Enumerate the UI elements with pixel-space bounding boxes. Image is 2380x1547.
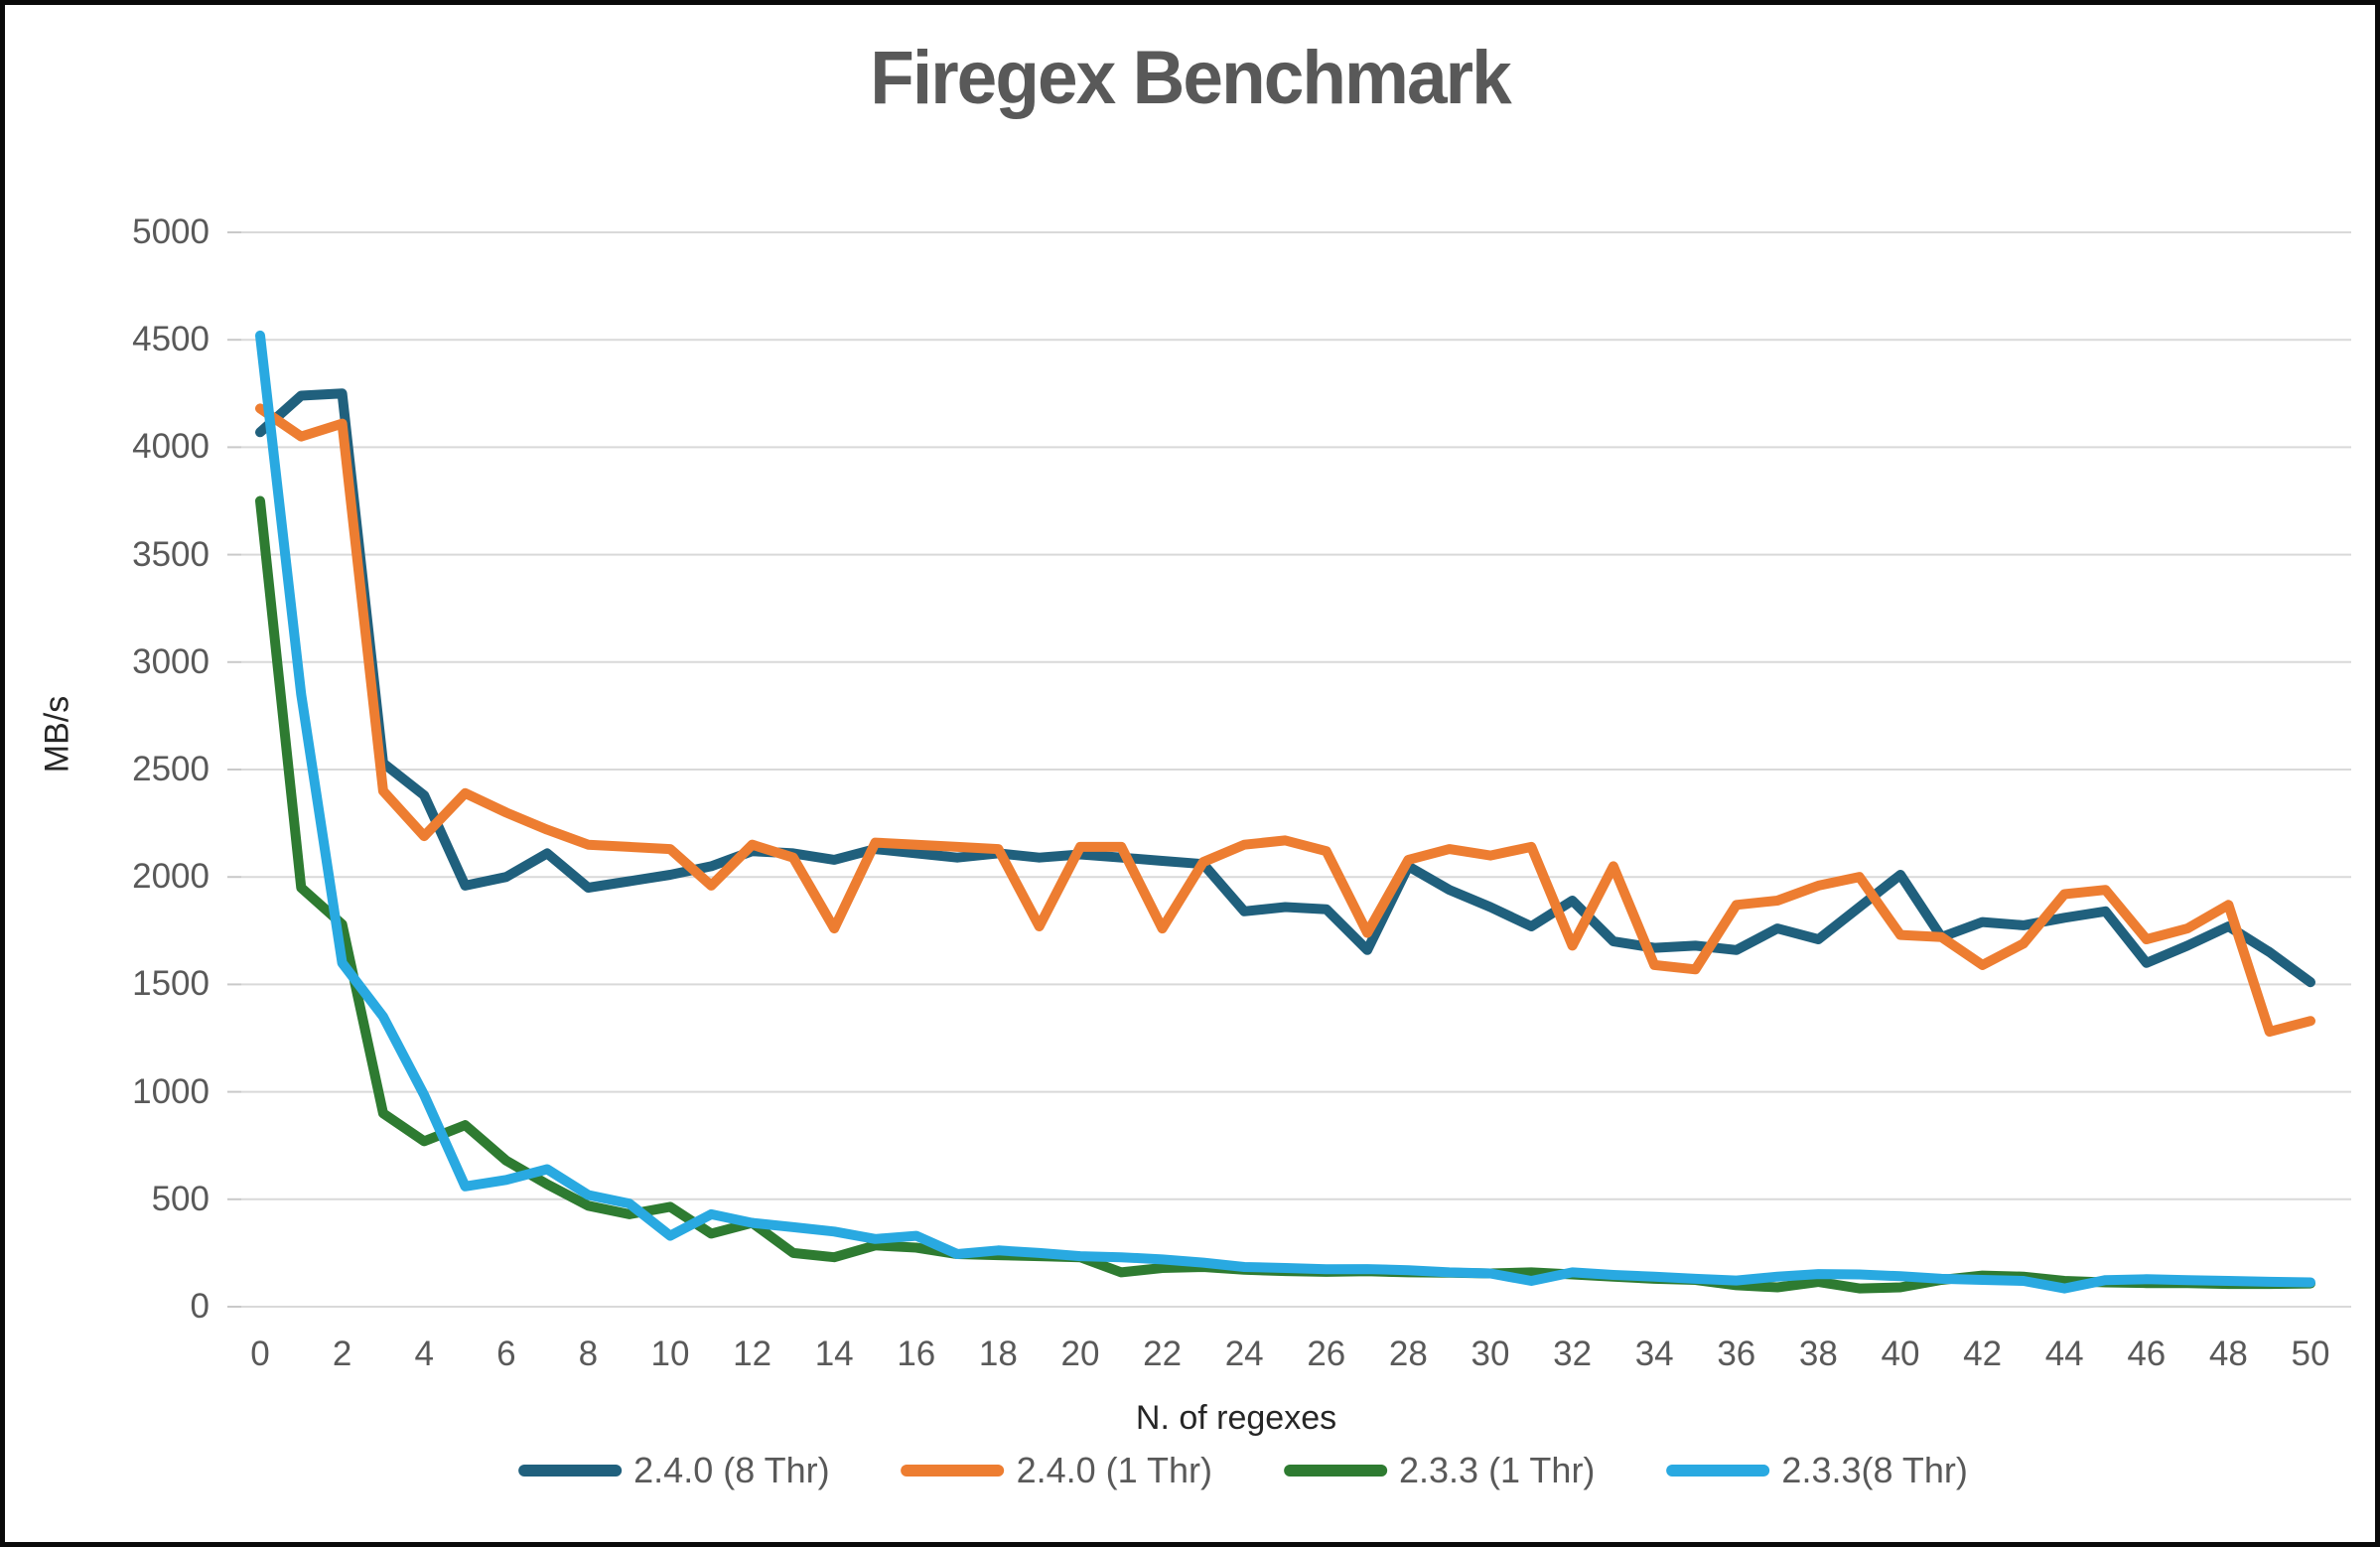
x-tick-label: 48: [2208, 1335, 2248, 1373]
series-line-2-4-0-1-thr: [255, 403, 2315, 1037]
y-tick-label: 500: [151, 1179, 210, 1218]
y-tick-label: 5000: [132, 212, 210, 251]
x-tick-label: 18: [978, 1335, 1018, 1373]
series-lines: [255, 330, 2315, 1294]
x-tick-label: 0: [250, 1335, 270, 1373]
y-axis-title: MB/s: [38, 695, 76, 774]
x-tick-label: 24: [1224, 1335, 1264, 1373]
legend-item-240-1thr: 2.4.0 (1 Thr): [901, 1450, 1212, 1491]
legend-label: 2.3.3 (1 Thr): [1399, 1450, 1596, 1490]
x-tick-label: 28: [1388, 1335, 1428, 1373]
gridlines: [241, 231, 2351, 1308]
x-tick-label: 22: [1143, 1335, 1183, 1373]
y-tick-label: 3500: [132, 534, 210, 574]
series-line-2-3-3-8-thr: [255, 330, 2315, 1294]
x-tick-label: 4: [414, 1335, 434, 1373]
x-tick-label: 40: [1881, 1335, 1920, 1373]
x-tick-label: 14: [814, 1335, 854, 1373]
y-tick-label: 1500: [132, 964, 210, 1004]
legend-label: 2.3.3(8 Thr): [1781, 1450, 1968, 1490]
y-tick-label: 2500: [132, 750, 210, 788]
y-tick-label: 0: [190, 1287, 210, 1326]
y-axis-tick-marks: [227, 231, 241, 1308]
plot-area: [227, 231, 2351, 1308]
x-tick-label: 32: [1553, 1335, 1593, 1373]
legend-label: 2.4.0 (1 Thr): [1016, 1450, 1212, 1490]
y-tick-label: 2000: [132, 857, 210, 897]
x-tick-label: 12: [733, 1335, 772, 1373]
series-line-2-3-3-1-thr: [255, 495, 2315, 1294]
legend-item-233-8thr: 2.3.3(8 Thr): [1666, 1450, 1968, 1491]
x-tick-label: 6: [496, 1335, 516, 1373]
y-tick-label: 1000: [132, 1071, 210, 1111]
x-tick-label: 8: [578, 1335, 599, 1373]
y-tick-label: 4000: [132, 427, 210, 467]
x-tick-label: 2: [332, 1335, 352, 1373]
x-tick-label: 46: [2127, 1335, 2167, 1373]
x-tick-label: 38: [1798, 1335, 1838, 1373]
legend-item-233-1thr: 2.3.3 (1 Thr): [1284, 1450, 1595, 1491]
x-tick-label: 34: [1634, 1335, 1674, 1373]
legend-label: 2.4.0 (8 Thr): [633, 1450, 830, 1490]
legend: 2.4.0 (8 Thr) 2.4.0 (1 Thr) 2.3.3 (1 Thr…: [518, 1450, 1968, 1491]
legend-swatch-240-1thr: [901, 1465, 1005, 1477]
x-tick-label: 44: [2044, 1335, 2084, 1373]
x-tick-label: 30: [1470, 1335, 1510, 1373]
y-tick-label: 3000: [132, 641, 210, 681]
legend-swatch-233-8thr: [1666, 1465, 1770, 1477]
x-tick-label: 42: [1963, 1335, 2003, 1373]
legend-swatch-233-1thr: [1284, 1465, 1387, 1477]
chart-title: Firegex Benchmark: [870, 36, 1511, 120]
series-line-2-4-0-8-thr: [255, 388, 2315, 988]
x-axis-title: N. of regexes: [1135, 1399, 1337, 1437]
x-tick-label: 26: [1307, 1335, 1346, 1373]
x-tick-label: 10: [650, 1335, 690, 1373]
x-tick-label: 20: [1060, 1335, 1100, 1373]
legend-swatch-240-8thr: [518, 1465, 623, 1477]
x-tick-label: 50: [2291, 1335, 2330, 1373]
x-tick-label: 36: [1717, 1335, 1756, 1373]
y-tick-label: 4500: [132, 320, 210, 359]
legend-item-240-8thr: 2.4.0 (8 Thr): [518, 1450, 830, 1491]
x-tick-label: 16: [897, 1335, 936, 1373]
